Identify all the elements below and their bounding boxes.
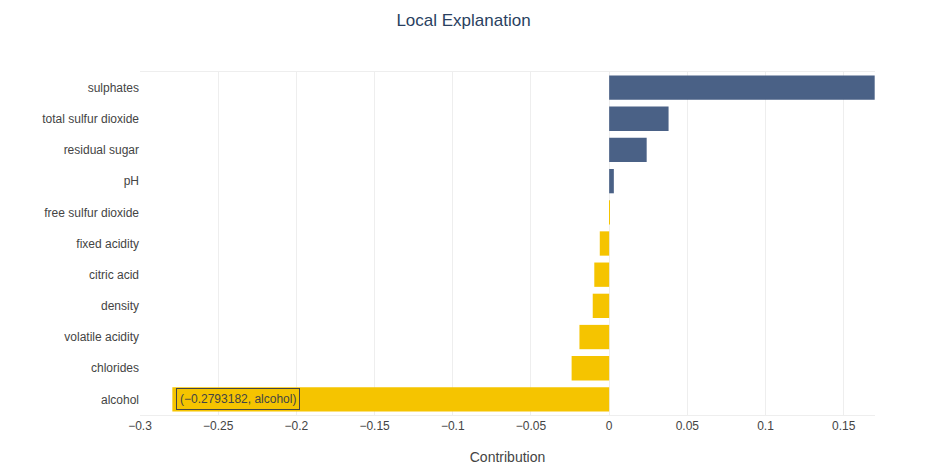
svg-text:fixed acidity: fixed acidity xyxy=(76,237,139,251)
svg-text:sulphates: sulphates xyxy=(88,81,139,95)
svg-text:−0.25: −0.25 xyxy=(203,419,234,433)
svg-text:Contribution: Contribution xyxy=(470,449,546,465)
svg-text:total sulfur dioxide: total sulfur dioxide xyxy=(42,112,139,126)
svg-text:(−0.2793182, alcohol): (−0.2793182, alcohol) xyxy=(180,392,296,406)
svg-text:−0.15: −0.15 xyxy=(359,419,390,433)
svg-text:−0.3: −0.3 xyxy=(128,419,152,433)
svg-text:−0.05: −0.05 xyxy=(516,419,547,433)
svg-text:alcohol: alcohol xyxy=(101,393,139,407)
svg-text:−0.2: −0.2 xyxy=(285,419,309,433)
svg-text:0.15: 0.15 xyxy=(832,419,856,433)
svg-text:density: density xyxy=(101,299,139,313)
svg-text:volatile acidity: volatile acidity xyxy=(64,330,139,344)
svg-text:citric acid: citric acid xyxy=(89,268,139,282)
svg-text:chlorides: chlorides xyxy=(91,361,139,375)
svg-text:0.1: 0.1 xyxy=(757,419,774,433)
svg-text:free sulfur dioxide: free sulfur dioxide xyxy=(44,206,139,220)
svg-text:0.05: 0.05 xyxy=(676,419,700,433)
svg-text:pH: pH xyxy=(124,174,139,188)
svg-text:0: 0 xyxy=(606,419,613,433)
svg-text:−0.1: −0.1 xyxy=(441,419,465,433)
svg-text:residual sugar: residual sugar xyxy=(64,143,139,157)
svg-text:Local Explanation: Local Explanation xyxy=(396,11,530,30)
